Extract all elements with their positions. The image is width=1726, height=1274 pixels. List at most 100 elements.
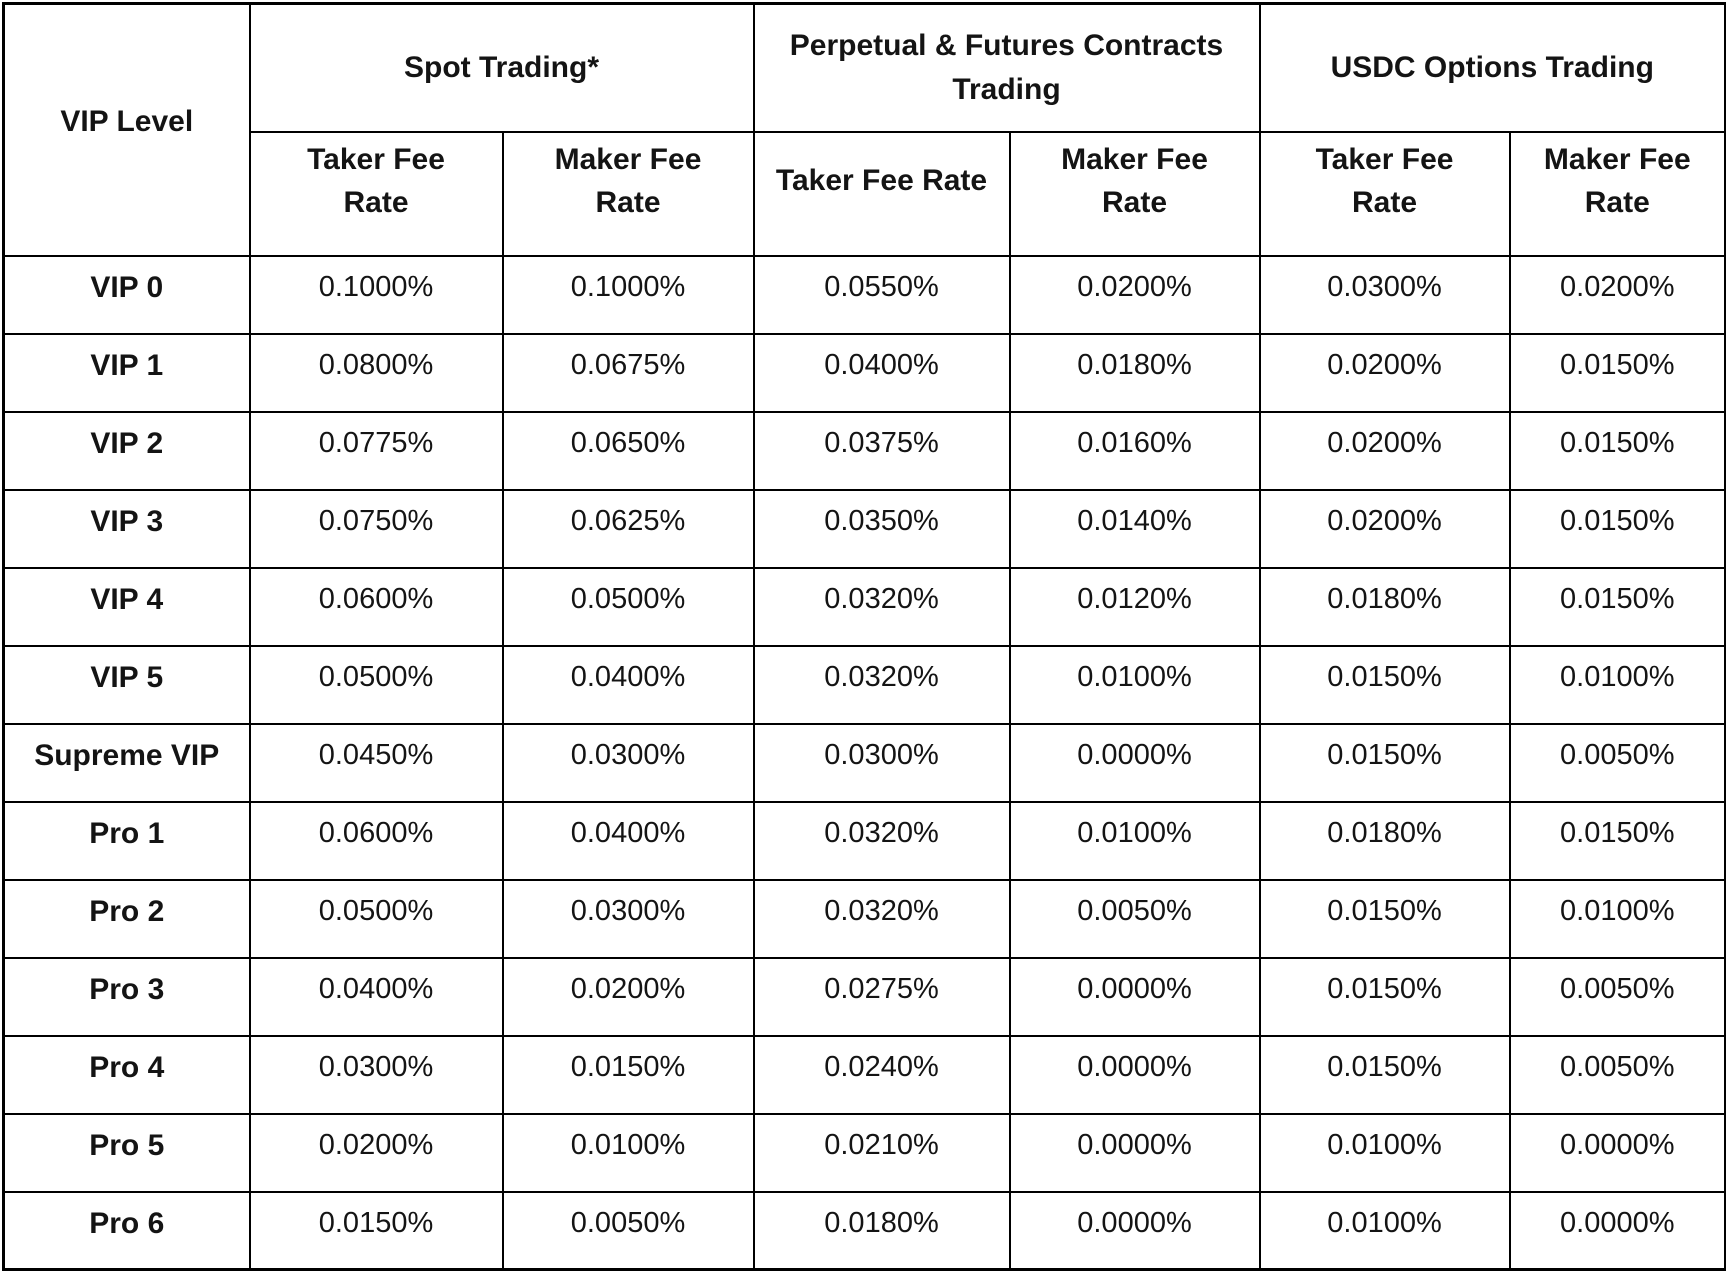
group-header-usdc-options-trading: USDC Options Trading	[1258, 2, 1726, 133]
usdc-maker-fee-cell: 0.0150%	[1508, 332, 1726, 413]
usdc-taker-fee-cell: 0.0100%	[1258, 1112, 1511, 1193]
table-row: Pro 3 0.0400% 0.0200% 0.0275% 0.0000% 0.…	[2, 956, 1726, 1037]
usdc-maker-fee-cell: 0.0150%	[1508, 566, 1726, 647]
perpetual-maker-fee-cell: 0.0160%	[1008, 410, 1261, 491]
spot-taker-fee-cell: 0.0800%	[248, 332, 504, 413]
table-row: VIP 2 0.0775% 0.0650% 0.0375% 0.0160% 0.…	[2, 410, 1726, 491]
perpetual-taker-fee-cell: 0.0375%	[752, 410, 1011, 491]
spot-taker-fee-cell: 0.0150%	[248, 1190, 504, 1271]
spot-maker-fee-cell: 0.0675%	[501, 332, 755, 413]
perpetual-taker-fee-cell: 0.0350%	[752, 488, 1011, 569]
usdc-taker-fee-cell: 0.0150%	[1258, 644, 1511, 725]
usdc-taker-fee-cell: 0.0150%	[1258, 878, 1511, 959]
spot-taker-fee-cell: 0.0300%	[248, 1034, 504, 1115]
spot-maker-fee-cell: 0.0650%	[501, 410, 755, 491]
perpetual-taker-fee-cell: 0.0550%	[752, 254, 1011, 335]
perpetual-maker-fee-cell: 0.0050%	[1008, 878, 1261, 959]
spot-maker-fee-cell: 0.0050%	[501, 1190, 755, 1271]
spot-maker-fee-cell: 0.1000%	[501, 254, 755, 335]
perpetual-maker-fee-cell: 0.0100%	[1008, 644, 1261, 725]
fee-table-header: VIP Level Spot Trading* Perpetual & Futu…	[2, 2, 1726, 257]
perpetual-taker-fee-cell: 0.0300%	[752, 722, 1011, 803]
usdc-maker-fee-cell: 0.0150%	[1508, 488, 1726, 569]
spot-taker-fee-cell: 0.0500%	[248, 878, 504, 959]
spot-taker-fee-cell: 0.0500%	[248, 644, 504, 725]
table-row: VIP 4 0.0600% 0.0500% 0.0320% 0.0120% 0.…	[2, 566, 1726, 647]
subheader-usdc-taker-fee-rate: Taker Fee Rate	[1258, 130, 1511, 257]
table-row: VIP 1 0.0800% 0.0675% 0.0400% 0.0180% 0.…	[2, 332, 1726, 413]
spot-taker-fee-cell: 0.0600%	[248, 566, 504, 647]
spot-taker-fee-cell: 0.0450%	[248, 722, 504, 803]
table-row: Supreme VIP 0.0450% 0.0300% 0.0300% 0.00…	[2, 722, 1726, 803]
perpetual-maker-fee-cell: 0.0000%	[1008, 1190, 1261, 1271]
subheader-usdc-maker-fee-rate: Maker Fee Rate	[1508, 130, 1726, 257]
vip-level-label: Pro 4	[2, 1034, 251, 1115]
vip-level-label: VIP 0	[2, 254, 251, 335]
perpetual-taker-fee-cell: 0.0240%	[752, 1034, 1011, 1115]
perpetual-maker-fee-cell: 0.0000%	[1008, 722, 1261, 803]
perpetual-taker-fee-cell: 0.0320%	[752, 644, 1011, 725]
usdc-maker-fee-cell: 0.0050%	[1508, 1034, 1726, 1115]
subheader-spot-maker-fee-rate: Maker Fee Rate	[501, 130, 755, 257]
usdc-taker-fee-cell: 0.0200%	[1258, 488, 1511, 569]
perpetual-taker-fee-cell: 0.0400%	[752, 332, 1011, 413]
table-row: Pro 4 0.0300% 0.0150% 0.0240% 0.0000% 0.…	[2, 1034, 1726, 1115]
group-header-spot-trading: Spot Trading*	[248, 2, 755, 133]
subheader-spot-taker-fee-rate: Taker Fee Rate	[248, 130, 504, 257]
spot-maker-fee-cell: 0.0625%	[501, 488, 755, 569]
perpetual-taker-fee-cell: 0.0210%	[752, 1112, 1011, 1193]
usdc-maker-fee-cell: 0.0200%	[1508, 254, 1726, 335]
usdc-maker-fee-cell: 0.0050%	[1508, 722, 1726, 803]
perpetual-taker-fee-cell: 0.0275%	[752, 956, 1011, 1037]
table-row: VIP 3 0.0750% 0.0625% 0.0350% 0.0140% 0.…	[2, 488, 1726, 569]
table-row: Pro 2 0.0500% 0.0300% 0.0320% 0.0050% 0.…	[2, 878, 1726, 959]
perpetual-maker-fee-cell: 0.0100%	[1008, 800, 1261, 881]
usdc-taker-fee-cell: 0.0200%	[1258, 332, 1511, 413]
table-row: Pro 1 0.0600% 0.0400% 0.0320% 0.0100% 0.…	[2, 800, 1726, 881]
vip-level-label: VIP 2	[2, 410, 251, 491]
vip-level-label: VIP 1	[2, 332, 251, 413]
table-row: Pro 5 0.0200% 0.0100% 0.0210% 0.0000% 0.…	[2, 1112, 1726, 1193]
usdc-taker-fee-cell: 0.0150%	[1258, 956, 1511, 1037]
spot-maker-fee-cell: 0.0400%	[501, 800, 755, 881]
perpetual-maker-fee-cell: 0.0000%	[1008, 1034, 1261, 1115]
usdc-taker-fee-cell: 0.0150%	[1258, 1034, 1511, 1115]
vip-level-label: Pro 5	[2, 1112, 251, 1193]
perpetual-maker-fee-cell: 0.0140%	[1008, 488, 1261, 569]
spot-maker-fee-cell: 0.0300%	[501, 878, 755, 959]
usdc-maker-fee-cell: 0.0000%	[1508, 1190, 1726, 1271]
table-row: VIP 5 0.0500% 0.0400% 0.0320% 0.0100% 0.…	[2, 644, 1726, 725]
usdc-maker-fee-cell: 0.0050%	[1508, 956, 1726, 1037]
usdc-maker-fee-cell: 0.0100%	[1508, 644, 1726, 725]
perpetual-maker-fee-cell: 0.0180%	[1008, 332, 1261, 413]
spot-taker-fee-cell: 0.0775%	[248, 410, 504, 491]
usdc-maker-fee-cell: 0.0000%	[1508, 1112, 1726, 1193]
spot-taker-fee-cell: 0.0600%	[248, 800, 504, 881]
spot-maker-fee-cell: 0.0500%	[501, 566, 755, 647]
usdc-taker-fee-cell: 0.0300%	[1258, 254, 1511, 335]
perpetual-taker-fee-cell: 0.0180%	[752, 1190, 1011, 1271]
table-row: Pro 6 0.0150% 0.0050% 0.0180% 0.0000% 0.…	[2, 1190, 1726, 1271]
perpetual-maker-fee-cell: 0.0200%	[1008, 254, 1261, 335]
usdc-taker-fee-cell: 0.0100%	[1258, 1190, 1511, 1271]
spot-taker-fee-cell: 0.1000%	[248, 254, 504, 335]
usdc-maker-fee-cell: 0.0150%	[1508, 410, 1726, 491]
fee-table-body: VIP 0 0.1000% 0.1000% 0.0550% 0.0200% 0.…	[2, 254, 1726, 1271]
spot-taker-fee-cell: 0.0750%	[248, 488, 504, 569]
vip-level-label: Supreme VIP	[2, 722, 251, 803]
perpetual-taker-fee-cell: 0.0320%	[752, 566, 1011, 647]
vip-level-label: Pro 3	[2, 956, 251, 1037]
spot-maker-fee-cell: 0.0200%	[501, 956, 755, 1037]
usdc-taker-fee-cell: 0.0150%	[1258, 722, 1511, 803]
subheader-perpetual-maker-fee-rate: Maker Fee Rate	[1008, 130, 1261, 257]
vip-level-label: VIP 5	[2, 644, 251, 725]
perpetual-taker-fee-cell: 0.0320%	[752, 800, 1011, 881]
group-header-perpetual-futures-trading: Perpetual & Futures Contracts Trading	[752, 2, 1261, 133]
usdc-taker-fee-cell: 0.0180%	[1258, 566, 1511, 647]
perpetual-taker-fee-cell: 0.0320%	[752, 878, 1011, 959]
table-row: VIP 0 0.1000% 0.1000% 0.0550% 0.0200% 0.…	[2, 254, 1726, 335]
vip-level-label: VIP 3	[2, 488, 251, 569]
vip-level-label: Pro 1	[2, 800, 251, 881]
